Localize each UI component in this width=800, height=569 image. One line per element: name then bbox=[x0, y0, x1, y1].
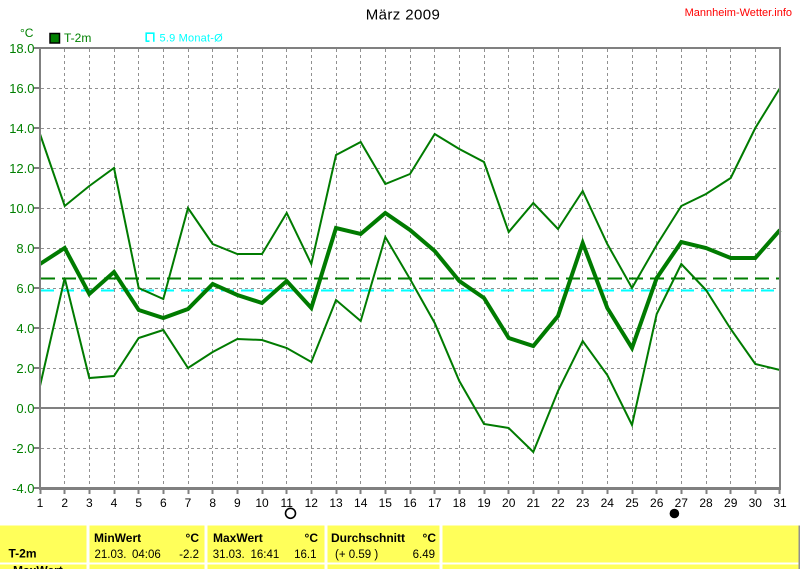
svg-text:11: 11 bbox=[280, 496, 293, 510]
svg-text:0.0: 0.0 bbox=[16, 401, 34, 416]
svg-text:21: 21 bbox=[527, 496, 541, 510]
svg-text:7: 7 bbox=[185, 496, 192, 510]
svg-text:5.9 Monat-Ø: 5.9 Monat-Ø bbox=[160, 33, 224, 45]
svg-text:4: 4 bbox=[111, 496, 118, 510]
svg-text:°C: °C bbox=[186, 531, 200, 545]
svg-text:12: 12 bbox=[305, 496, 319, 510]
svg-text:T-2m: T-2m bbox=[9, 547, 37, 561]
svg-text:10: 10 bbox=[255, 496, 269, 510]
svg-text:Durchschnitt: Durchschnitt bbox=[331, 531, 405, 545]
svg-text:10.0: 10.0 bbox=[9, 201, 34, 216]
svg-text:T-2m: T-2m bbox=[64, 31, 91, 45]
svg-text:04:06: 04:06 bbox=[132, 549, 161, 561]
svg-text:19: 19 bbox=[477, 496, 491, 510]
svg-text:25: 25 bbox=[625, 496, 639, 510]
svg-text:-2.0: -2.0 bbox=[12, 441, 34, 456]
svg-text:23: 23 bbox=[576, 496, 590, 510]
svg-text:18: 18 bbox=[453, 496, 467, 510]
svg-text:18.0: 18.0 bbox=[9, 41, 34, 56]
svg-text:MaxWert: MaxWert bbox=[13, 564, 63, 569]
svg-text:MaxWert: MaxWert bbox=[213, 531, 263, 545]
svg-text:20: 20 bbox=[502, 496, 516, 510]
svg-text:24: 24 bbox=[601, 496, 615, 510]
svg-text:8: 8 bbox=[209, 496, 216, 510]
svg-text:16.1: 16.1 bbox=[294, 549, 316, 561]
svg-text:12.0: 12.0 bbox=[9, 161, 34, 176]
svg-text:°C: °C bbox=[20, 26, 34, 40]
svg-text:28: 28 bbox=[699, 496, 713, 510]
svg-text:26: 26 bbox=[650, 496, 664, 510]
svg-text:8.0: 8.0 bbox=[16, 241, 34, 256]
svg-text:14: 14 bbox=[354, 496, 368, 510]
svg-text:16: 16 bbox=[403, 496, 417, 510]
svg-text:4.0: 4.0 bbox=[16, 321, 34, 336]
svg-text:16:41: 16:41 bbox=[251, 549, 280, 561]
svg-text:29: 29 bbox=[724, 496, 738, 510]
svg-text:3: 3 bbox=[86, 496, 93, 510]
svg-text:13: 13 bbox=[329, 496, 343, 510]
svg-text:5: 5 bbox=[135, 496, 142, 510]
svg-text:März 2009: März 2009 bbox=[366, 7, 440, 24]
svg-text:Mannheim-Wetter.info: Mannheim-Wetter.info bbox=[685, 7, 792, 19]
svg-text:6.0: 6.0 bbox=[16, 281, 34, 296]
svg-text:9: 9 bbox=[234, 496, 241, 510]
svg-text:6: 6 bbox=[160, 496, 167, 510]
svg-text:15: 15 bbox=[379, 496, 393, 510]
svg-text:(+ 0.59 ): (+ 0.59 ) bbox=[335, 549, 378, 561]
svg-text:17: 17 bbox=[428, 496, 442, 510]
svg-text:2: 2 bbox=[61, 496, 68, 510]
svg-text:16.0: 16.0 bbox=[9, 81, 34, 96]
svg-text:-2.2: -2.2 bbox=[179, 549, 199, 561]
svg-text:6.49: 6.49 bbox=[413, 549, 435, 561]
svg-text:2.0: 2.0 bbox=[16, 361, 34, 376]
svg-text:27: 27 bbox=[675, 496, 689, 510]
svg-text:14.0: 14.0 bbox=[9, 121, 34, 136]
svg-text:°C: °C bbox=[305, 531, 319, 545]
svg-text:1: 1 bbox=[37, 496, 44, 510]
svg-text:MinWert: MinWert bbox=[94, 531, 141, 545]
svg-text:31.03.: 31.03. bbox=[213, 549, 245, 561]
svg-text:-4.0: -4.0 bbox=[12, 481, 34, 496]
svg-text:22: 22 bbox=[551, 496, 565, 510]
svg-text:21.03.: 21.03. bbox=[95, 549, 127, 561]
svg-text:30: 30 bbox=[749, 496, 763, 510]
svg-text:31: 31 bbox=[773, 496, 787, 510]
svg-text:°C: °C bbox=[423, 531, 437, 545]
